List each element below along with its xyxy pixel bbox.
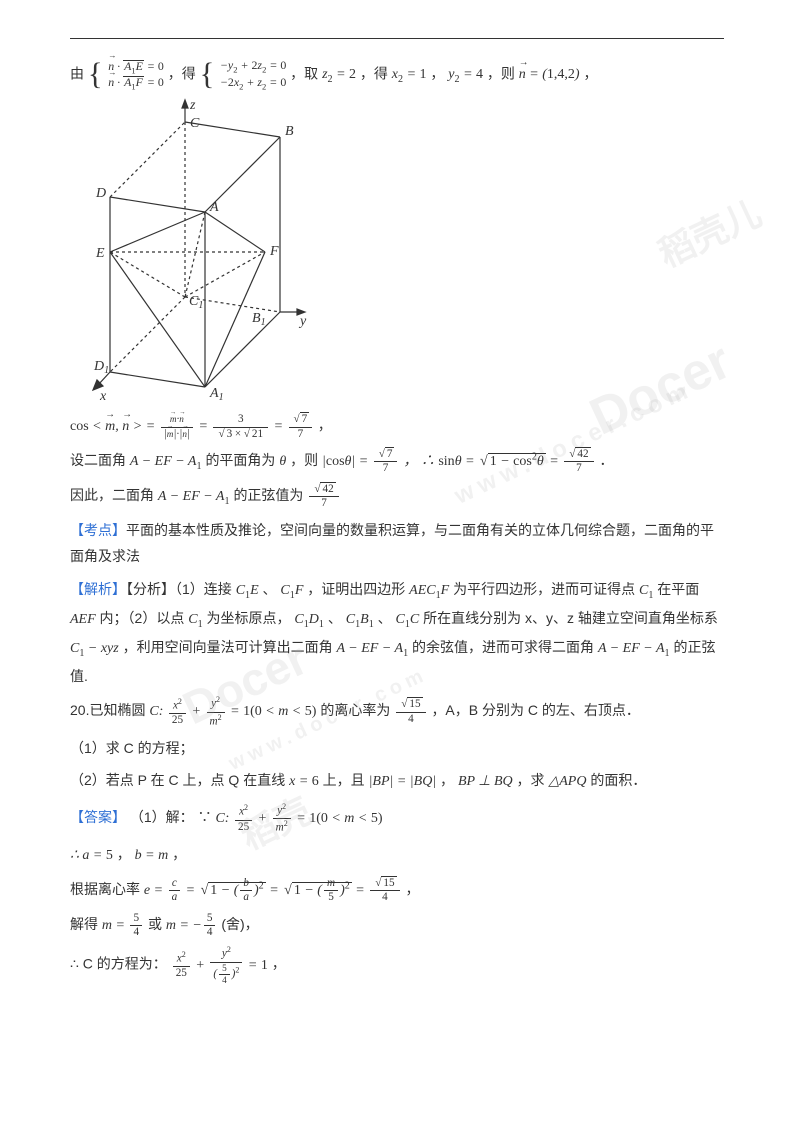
text: 的正弦值为 <box>233 487 307 503</box>
text: ，则 <box>487 65 519 81</box>
svg-text:B1: B1 <box>252 311 266 328</box>
text: ，则 <box>290 452 322 468</box>
q20-part1: （1）求 C 的方程； <box>70 735 724 762</box>
section-jiexi: 【解析】【分析】（1）连接 C1E 、 C1F ，证明出四边形 AEC1F 为平… <box>70 576 724 689</box>
svg-text:x: x <box>99 389 107 402</box>
watermark: Docer <box>573 313 748 465</box>
text: ， <box>430 65 448 81</box>
text: ． <box>599 452 613 468</box>
tag-jiexi: 【解析】 <box>70 581 126 597</box>
cuboid-diagram: z C B D A E F C1 B1 y D1 A1 x <box>90 97 330 402</box>
svg-text:E: E <box>95 246 105 261</box>
text: 因此，二面角 <box>70 487 158 503</box>
text: 由 <box>70 65 88 81</box>
text: 设二面角 <box>70 452 130 468</box>
svg-text:C: C <box>190 116 200 131</box>
svg-text:D: D <box>95 186 106 201</box>
q20-part2: （2）若点 P 在 C 上，点 Q 在直线 x = 6 上，且 |BP| = |… <box>70 767 724 796</box>
line-solve-m: 解得 m = 54 或 m = −54 (舍)， <box>70 911 724 940</box>
text: 平面的基本性质及推论，空间向量的数量积运算，与二面角有关的立体几何综合题，二面角… <box>70 522 714 565</box>
line-conclusion: 因此，二面角 A − EF − A1 的正弦值为 427 <box>70 482 724 511</box>
svg-text:D1: D1 <box>93 359 109 376</box>
line-dihedral-theta: 设二面角 A − EF − A1 的平面角为 θ ，则 |cosθ| = 77 … <box>70 447 724 476</box>
line-equation-system: 由 { n · A1E = 0 n · A1F = 0 ，得 { −y2 + 2… <box>70 58 724 91</box>
text: ， <box>318 417 332 433</box>
svg-text:F: F <box>269 244 279 259</box>
svg-text:A: A <box>209 200 219 215</box>
page-top-rule <box>70 38 724 39</box>
svg-text:y: y <box>298 314 307 329</box>
expr: y2 = 4 <box>448 67 483 82</box>
brace-system-1: { n · A1E = 0 n · A1F = 0 <box>88 59 164 91</box>
expr: z2 = 2 <box>322 67 356 82</box>
text: ，得 <box>168 65 200 81</box>
line-c-equation: ∴ C 的方程为： x225 + y2(54)2 = 1 ， <box>70 945 724 985</box>
section-answer: 【答案】 （1）解： ∵ C: x225 + y2m2 = 1(0 < m < … <box>70 802 724 835</box>
text: ，取 <box>290 65 322 81</box>
svg-text:z: z <box>189 98 196 113</box>
line-eccentricity: 根据离心率 e = ca = 1 − (ba)2 = 1 − (m5)2 = 1… <box>70 876 724 905</box>
q20-stem: 20.已知椭圆 C: x225 + y2m2 = 1(0 < m < 5) 的离… <box>70 695 724 728</box>
svg-text:A1: A1 <box>209 386 224 402</box>
text: ， <box>583 65 597 81</box>
line-cos-angle: cos < m, n > = m·n|m|·|n| = 33×21 = 77 ， <box>70 412 724 441</box>
watermark: 稻壳儿 <box>647 180 774 288</box>
line-ab: ∴ a = 5 ， b = m ， <box>70 841 724 870</box>
expr: n = (1,4,2) <box>519 67 580 82</box>
tag-kaodian: 【考点】 <box>70 522 126 538</box>
expr: x2 = 1 <box>392 67 427 82</box>
section-kaodian: 【考点】平面的基本性质及推论，空间向量的数量积运算，与二面角有关的立体几何综合题… <box>70 517 724 570</box>
text: ，得 <box>360 65 392 81</box>
brace-system-2: { −y2 + 2z2 = 0 −2x2 + z2 = 0 <box>200 58 287 91</box>
text: 的平面角为 <box>205 452 279 468</box>
svg-text:C1: C1 <box>189 294 203 311</box>
svg-text:B: B <box>285 124 294 139</box>
tag-daan: 【答案】 <box>70 809 126 825</box>
